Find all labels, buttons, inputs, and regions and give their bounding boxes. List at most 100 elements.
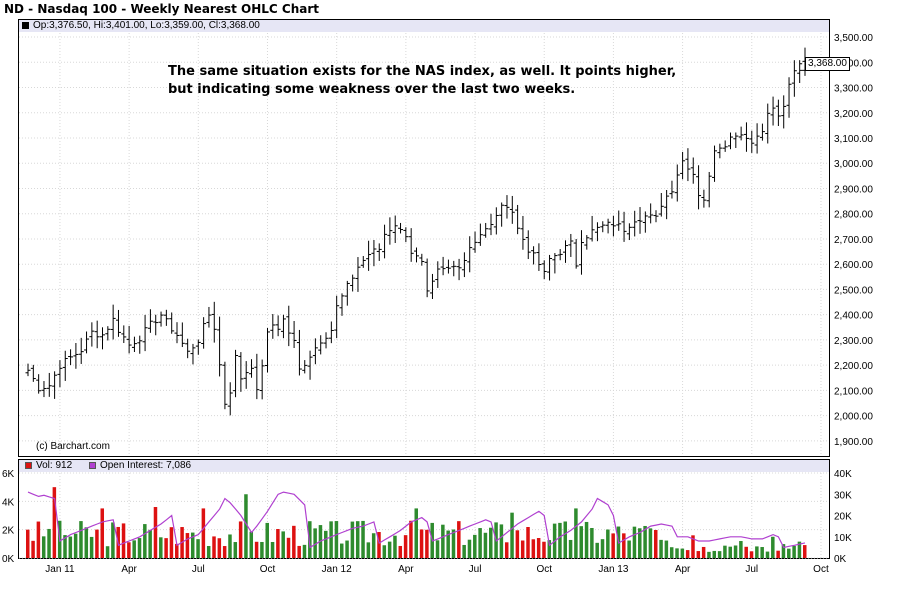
price-tick-label: 3,500.00: [834, 33, 873, 44]
volume-bar: [776, 550, 780, 558]
annotation-line-2: but indicating some weakness over the la…: [168, 82, 576, 97]
volume-bar: [547, 540, 552, 558]
volume-bar: [233, 542, 238, 558]
open-interest-tick-label: 20K: [834, 512, 852, 523]
volume-bar: [387, 541, 392, 558]
volume-bar: [755, 546, 759, 558]
volume-bar: [542, 541, 546, 558]
volume-bar: [308, 521, 312, 558]
volume-bar: [664, 540, 669, 558]
volume-bar: [143, 524, 147, 558]
volume-bar: [89, 536, 94, 558]
volume-bar: [68, 536, 73, 558]
volume-bar: [744, 546, 748, 558]
volume-bar: [723, 545, 727, 558]
volume-bar: [632, 526, 637, 558]
volume-bar: [584, 521, 589, 558]
volume-bar: [419, 529, 424, 558]
time-tick-label: Apr: [675, 564, 691, 575]
time-tick-label: Jan 12: [322, 564, 352, 575]
volume-bar: [627, 540, 631, 558]
time-tick-label: Oct: [260, 564, 276, 575]
volume-bar: [473, 534, 477, 558]
volume-bar: [382, 545, 387, 558]
volume-bar: [324, 530, 328, 558]
volume-bar: [558, 522, 562, 558]
price-tick-label: 2,700.00: [834, 235, 873, 246]
volume-bar: [531, 539, 536, 558]
volume-bar: [653, 529, 658, 558]
price-tick-label: 1,900.00: [834, 437, 873, 448]
volume-bar: [63, 535, 67, 558]
volume-bar: [563, 521, 568, 558]
volume-bar: [361, 520, 365, 558]
volume-bar: [733, 545, 738, 558]
volume-bar: [31, 540, 35, 558]
volume-bar: [345, 540, 349, 558]
volume-bar: [185, 533, 190, 558]
price-tick-label: 2,100.00: [834, 386, 873, 397]
open-interest-line: [27, 491, 806, 549]
price-tick-label: 2,300.00: [834, 336, 873, 347]
volume-bar: [265, 522, 269, 558]
volume-bar: [217, 538, 222, 558]
volume-bar: [297, 545, 301, 558]
volume-bar: [717, 551, 722, 558]
volume-tick-label: 6K: [2, 469, 15, 480]
volume-bar: [707, 551, 711, 558]
volume-bar: [403, 535, 408, 558]
volume-bar: [520, 540, 525, 558]
volume-bar: [696, 551, 701, 558]
volume-bar: [590, 527, 594, 558]
volume-bar: [286, 537, 291, 558]
volume-bar: [685, 550, 690, 558]
price-tick-label: 2,400.00: [834, 311, 873, 322]
volume-bar: [222, 546, 227, 558]
price-tick-label: 2,200.00: [834, 361, 873, 372]
time-tick-label: Jul: [469, 564, 482, 575]
open-interest-tick-label: 10K: [834, 533, 852, 544]
volume-bar: [510, 512, 514, 558]
time-tick-label: Jul: [192, 564, 205, 575]
volume-bar: [228, 534, 232, 558]
chart-title: ND - Nasdaq 100 - Weekly Nearest OHLC Ch…: [4, 2, 320, 16]
price-tick-label: 2,000.00: [834, 412, 873, 423]
volume-bar: [212, 536, 216, 558]
volume-bar: [638, 528, 642, 558]
volume-bar: [792, 545, 796, 558]
volume-swatch-icon: [25, 461, 32, 469]
volume-bar: [377, 532, 381, 558]
volume-bar: [313, 528, 317, 558]
volume-bar: [201, 508, 206, 558]
price-tick-label: 2,600.00: [834, 260, 873, 271]
volume-bar: [409, 520, 413, 558]
volume-tick-label: 0K: [2, 554, 15, 565]
annotation-line-1: The same situation exists for the NAS in…: [168, 64, 677, 79]
volume-bar: [127, 542, 131, 558]
price-tick-label: 3,300.00: [834, 84, 873, 95]
volume-bar: [41, 536, 46, 558]
volume-bar: [771, 536, 775, 558]
volume-legend: Vol: 912 Open Interest: 7,086: [19, 460, 829, 472]
volume-bar: [366, 542, 371, 558]
volume-bar: [393, 535, 397, 558]
volume-bar: [175, 543, 179, 558]
volume-bar: [132, 540, 136, 558]
volume-bar: [669, 547, 674, 558]
volume-bar: [675, 548, 679, 558]
volume-bar: [249, 531, 254, 558]
volume-bar: [339, 543, 344, 558]
volume-bar: [350, 521, 355, 558]
time-tick-label: Apr: [121, 564, 137, 575]
volume-bar: [281, 531, 285, 558]
volume-bar: [121, 523, 126, 558]
volume-bar: [749, 551, 754, 558]
time-tick-label: Apr: [398, 564, 414, 575]
volume-bar: [781, 544, 786, 558]
price-tick-label: 2,800.00: [834, 210, 873, 221]
volume-bar: [206, 545, 211, 558]
volume-bar: [148, 529, 152, 558]
time-tick-label: Jul: [745, 564, 758, 575]
open-interest-tick-label: 40K: [834, 469, 852, 480]
